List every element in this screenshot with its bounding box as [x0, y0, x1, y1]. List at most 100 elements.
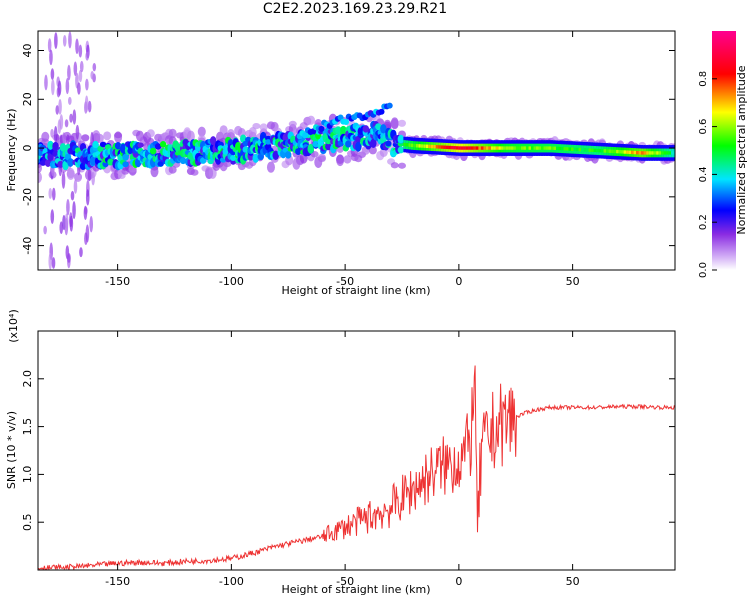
spectrogram-cell [631, 150, 636, 155]
spectrogram-noise [64, 213, 69, 230]
spectrogram-cell [468, 146, 473, 150]
spectrogram-cell [576, 147, 581, 152]
spectrogram-cell [490, 146, 496, 150]
spectrogram-cell [423, 144, 428, 148]
spectrogram-cell [661, 151, 666, 155]
spectrogram-cell [668, 151, 674, 155]
spectrogram-noise [70, 190, 75, 201]
spectrogram-y-axis-label: Frequency (Hz) [5, 109, 18, 192]
snr-y-axis-label: SNR (10 * v/v) [5, 411, 18, 489]
spectrogram-noise [73, 179, 78, 194]
spectrogram-cell [420, 144, 426, 148]
spectrogram-cell [470, 146, 476, 150]
spectrogram-cell [551, 146, 556, 150]
spectrogram-noise [50, 209, 55, 224]
spectrogram-cell [475, 146, 481, 150]
spectrogram-cell [345, 140, 352, 148]
spectrogram-cell [628, 150, 634, 154]
snr-frame [37, 330, 676, 571]
spectrogram-cell [673, 151, 675, 155]
spectrogram-cell [513, 146, 518, 150]
spectrogram-noise [92, 63, 97, 72]
spectrogram-cell [648, 151, 654, 155]
spectrogram-cell [478, 146, 483, 150]
spectrogram-cell [448, 145, 453, 150]
spectrogram-cell [415, 144, 421, 148]
spectrogram-noise [75, 38, 79, 55]
spectrogram-halo [168, 165, 177, 174]
spectrogram-noise [78, 44, 83, 58]
spectrogram-cell [525, 146, 531, 150]
spectrogram-noise [85, 189, 90, 206]
spectrogram-noise [66, 198, 70, 216]
colorbar-tick-label: 0.6 [698, 119, 709, 135]
spectrogram-cell [608, 149, 614, 153]
colorbar: 0.0 0.2 0.4 0.6 0.8 Normalized spectral ampl… [698, 31, 748, 278]
spectrogram-noise [50, 68, 55, 80]
spectrogram-cell [473, 146, 478, 150]
spectrogram-cell [671, 151, 675, 155]
spectrogram-cell [556, 146, 561, 151]
spectrogram-cell [107, 158, 114, 166]
spectrogram-cell [114, 142, 122, 150]
spectrogram-noise [85, 78, 89, 91]
spectrogram-halo [259, 123, 268, 132]
spectrogram-noise [49, 49, 53, 66]
spectrogram-cell [588, 148, 594, 152]
spectrogram-cell [397, 134, 405, 144]
spectrogram-noise [84, 95, 89, 113]
spectrogram-cell [621, 150, 626, 154]
spectrogram-cell [510, 146, 516, 150]
spectrogram-cell [543, 146, 549, 150]
spectrogram-noise [54, 32, 58, 50]
spectrogram-noise [68, 96, 72, 105]
colorbar-tick-label: 0.2 [698, 214, 709, 230]
spectrogram-halo [66, 167, 75, 180]
spectrogram-cell [460, 146, 466, 150]
spectrogram-halo [38, 171, 42, 184]
spectrogram-cell [571, 147, 576, 151]
spectrogram-noise [65, 78, 70, 95]
spectrogram-noise [50, 128, 54, 138]
spectrogram-noise [55, 105, 60, 115]
spectrogram-cell [159, 140, 167, 148]
spectrogram-halo [219, 125, 228, 136]
spectrogram-halo [368, 145, 377, 155]
spectrogram-branch [378, 108, 385, 115]
spectrogram-cell [485, 146, 491, 150]
spectrogram-cell [656, 151, 661, 155]
spectrogram-noise [87, 169, 92, 182]
spectrogram-cell [623, 150, 629, 154]
spectrogram-cell [626, 150, 631, 154]
spectrogram-halo [81, 134, 90, 142]
spectrogram-x-tick-label: -100 [219, 275, 244, 288]
spectrogram-noise [68, 31, 72, 49]
spectrogram-cell [530, 146, 536, 150]
snr-y-tick-label: 1.5 [21, 418, 34, 436]
spectrogram-cell [498, 146, 503, 150]
spectrogram-cell [465, 146, 471, 150]
colorbar-tick-label: 0.0 [698, 262, 709, 278]
spectrogram-cell [535, 146, 541, 150]
spectrogram-cell [307, 143, 314, 154]
spectrogram-x-tick-label: -50 [336, 275, 354, 288]
spectrogram-cell [455, 146, 461, 150]
spectrogram-noise [51, 187, 56, 201]
spectrogram-cell [563, 147, 569, 151]
spectrogram-noise [43, 225, 47, 235]
spectrogram-noise [51, 79, 55, 96]
snr-x-tick-label: -50 [336, 575, 354, 588]
spectrogram-cell [154, 143, 162, 150]
snr-x-tick-label: 50 [566, 575, 580, 588]
spectrogram-noise [72, 109, 77, 125]
spectrogram-cell [495, 146, 501, 150]
spectrogram-noise [69, 113, 73, 123]
colorbar-tick-label: 0.4 [698, 166, 709, 182]
spectrogram-x-tick-label: -150 [105, 275, 130, 288]
spectrogram-noise [58, 99, 62, 115]
spectrogram-noise [91, 171, 95, 186]
spectrogram-cell [403, 142, 408, 147]
spectrogram-cell [523, 146, 528, 150]
chart-title: C2E2.2023.169.23.29.R21 [262, 1, 448, 17]
